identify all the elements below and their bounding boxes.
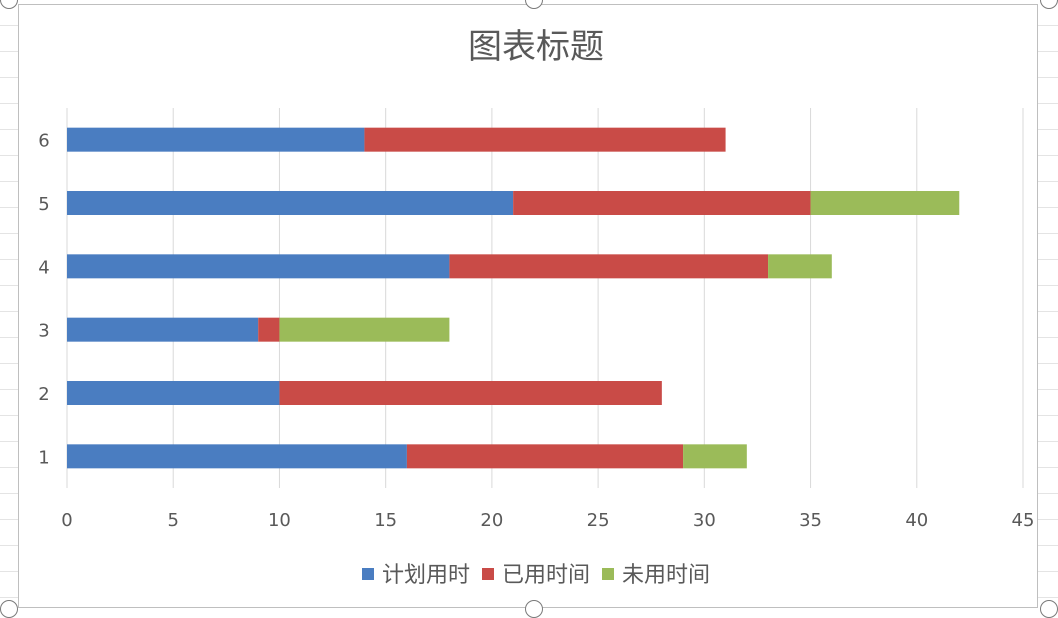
legend[interactable]: 计划用时 已用时间 未用时间 <box>362 563 710 588</box>
x-axis-tick-labels: 0 5 10 15 20 25 30 35 40 45 <box>61 510 1034 531</box>
resize-handle-bottom-right[interactable] <box>1040 600 1058 618</box>
bar-segment-1-cat-4[interactable] <box>67 254 450 279</box>
bar-segment-1-cat-2[interactable] <box>67 381 280 405</box>
bar-segment-3-cat-1[interactable] <box>683 444 747 469</box>
x-tick-label: 15 <box>374 510 397 531</box>
y-tick-label: 3 <box>38 321 49 342</box>
bar-segment-1-cat-1[interactable] <box>67 444 407 469</box>
x-tick-label: 10 <box>268 510 291 531</box>
bars <box>67 127 960 469</box>
bar-segment-2-cat-5[interactable] <box>513 191 811 215</box>
resize-handle-bottom-left[interactable] <box>0 600 18 618</box>
x-tick-label: 0 <box>61 510 72 531</box>
y-tick-label: 1 <box>38 447 49 468</box>
legend-swatch <box>482 568 494 580</box>
bar-segment-3-cat-5[interactable] <box>810 191 960 215</box>
bar-segment-2-cat-4[interactable] <box>449 254 769 279</box>
y-tick-label: 6 <box>38 131 49 152</box>
bar-segment-1-cat-3[interactable] <box>67 317 259 342</box>
x-tick-label: 30 <box>693 510 716 531</box>
gridlines <box>66 108 1024 488</box>
bar-segment-1-cat-6[interactable] <box>67 127 365 152</box>
resize-handle-bottom-middle[interactable] <box>525 600 543 618</box>
y-tick-label: 5 <box>38 194 49 215</box>
x-tick-label: 45 <box>1012 510 1035 531</box>
bar-segment-2-cat-3[interactable] <box>258 317 280 342</box>
legend-label: 未用时间 <box>622 563 710 588</box>
bar-segment-1-cat-5[interactable] <box>67 191 514 215</box>
bar-segment-2-cat-2[interactable] <box>279 381 662 405</box>
x-tick-label: 5 <box>167 510 178 531</box>
x-tick-label: 40 <box>905 510 928 531</box>
legend-label: 计划用时 <box>382 563 470 588</box>
y-tick-label: 2 <box>38 384 49 405</box>
bar-segment-2-cat-1[interactable] <box>406 444 684 469</box>
legend-swatch <box>362 568 374 580</box>
x-tick-label: 25 <box>587 510 610 531</box>
bar-segment-3-cat-4[interactable] <box>768 254 832 279</box>
x-tick-label: 35 <box>799 510 822 531</box>
y-axis-tick-labels: 1 2 3 4 5 6 <box>38 131 49 469</box>
legend-label: 已用时间 <box>502 563 590 588</box>
y-tick-label: 4 <box>38 257 49 278</box>
chart-area[interactable] <box>18 4 1038 608</box>
bar-segment-2-cat-6[interactable] <box>364 127 726 152</box>
chart-title[interactable]: 图表标题 <box>468 27 604 67</box>
x-tick-label: 20 <box>480 510 503 531</box>
bar-segment-3-cat-3[interactable] <box>279 317 450 342</box>
legend-swatch <box>602 568 614 580</box>
